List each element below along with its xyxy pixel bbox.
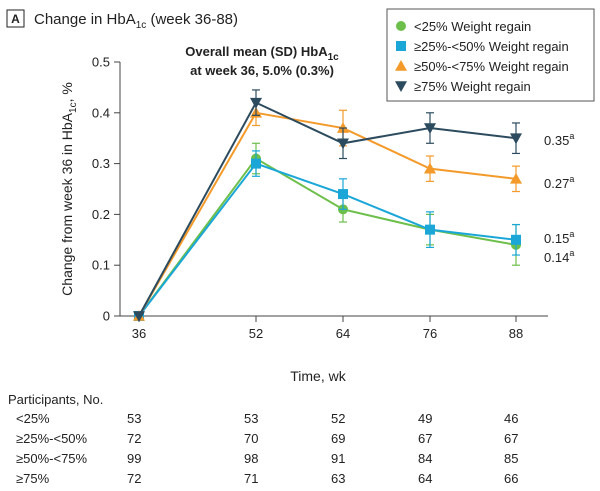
series-3 (133, 99, 522, 321)
legend-entry: ≥25%-<50% Weight regain (396, 39, 569, 54)
data-point (425, 224, 435, 235)
participants-count: 63 (331, 471, 345, 486)
x-tick-label: 76 (423, 326, 437, 341)
participants-count: 99 (127, 451, 141, 466)
legend-box (386, 8, 595, 102)
legend-label: <25% Weight regain (414, 19, 531, 34)
y-tick-label: 0 (103, 309, 110, 324)
participants-row-label: <25% (16, 411, 50, 426)
participants-title: Participants, No. (8, 392, 103, 407)
participants-row-label: ≥25%-<50% (16, 431, 88, 446)
legend-marker (396, 41, 406, 51)
participants-count: 91 (331, 451, 345, 466)
data-point (510, 133, 522, 145)
series-line (138, 157, 517, 317)
participants-count: 52 (331, 411, 345, 426)
participants-count: 98 (244, 451, 258, 466)
data-point (337, 138, 349, 150)
participants-row-label: ≥50%-<75% (16, 451, 88, 466)
legend-marker (396, 21, 406, 31)
participants-count: 66 (504, 471, 518, 486)
participants-count: 85 (504, 451, 518, 466)
participants-count: 69 (331, 431, 345, 446)
participants-count: 71 (244, 471, 258, 486)
participants-row-label: ≥75% (16, 471, 50, 486)
participants-row: <25% 53 53 52 49 46 (16, 411, 518, 426)
baseline-annotation: Overall mean (SD) HbA1c at week 36, 5.0%… (185, 44, 339, 78)
participants-row: ≥50%-<75% 99 98 91 84 85 (16, 451, 518, 466)
x-axis-title: Time, wk (290, 368, 346, 384)
end-value-label: 0.35a (544, 131, 574, 148)
data-point (133, 311, 145, 322)
data-point (251, 158, 261, 169)
legend-entry: ≥75% Weight regain (395, 79, 531, 94)
legend-label: ≥50%-<75% Weight regain (414, 59, 569, 74)
y-tick-label: 0.1 (92, 258, 110, 273)
data-point (250, 97, 262, 109)
y-tick-label: 0.5 (92, 55, 110, 70)
end-value-label: 0.14a (544, 248, 574, 265)
data-point (424, 162, 436, 174)
legend-label: ≥25%-<50% Weight regain (414, 39, 569, 54)
series-line (138, 101, 517, 317)
participants-count: 84 (418, 451, 432, 466)
y-axis-title: Change from week 36 in HbA1c, % (59, 82, 79, 296)
participants-count: 64 (418, 471, 432, 486)
legend: <25% Weight regain ≥25%-<50% Weight regai… (386, 8, 595, 102)
legend-entry: <25% Weight regain (396, 19, 531, 34)
series-1 (134, 142, 521, 321)
x-tick-label: 88 (509, 326, 523, 341)
series-2 (134, 150, 521, 321)
end-value-label: 0.15a (544, 229, 574, 246)
annotation-line-1: Overall mean (SD) HbA1c (185, 44, 339, 63)
end-value-label: 0.27a (544, 174, 574, 191)
legend-label: ≥75% Weight regain (414, 79, 531, 94)
y-tick-label: 0.3 (92, 156, 110, 171)
participants-count: 53 (127, 411, 141, 426)
y-tick-label: 0.2 (92, 207, 110, 222)
x-tick-label: 64 (336, 326, 350, 341)
participants-count: 70 (244, 431, 258, 446)
participants-count: 67 (418, 431, 432, 446)
panel-letter: A (11, 12, 20, 26)
data-point (510, 172, 522, 184)
participants-row: ≥25%-<50% 72 70 69 67 67 (16, 431, 518, 446)
participants-count: 72 (127, 471, 141, 486)
x-tick-label: 52 (249, 326, 263, 341)
data-point (511, 234, 521, 245)
participants-row: ≥75% 72 71 63 64 66 (16, 471, 518, 486)
annotation-line-2: at week 36, 5.0% (0.3%) (190, 63, 334, 78)
participants-count: 72 (127, 431, 141, 446)
x-tick-label: 36 (132, 326, 146, 341)
participants-count: 49 (418, 411, 432, 426)
panel-title: Change in HbA1c (week 36-88) (34, 11, 238, 31)
panel-header: A Change in HbA1c (week 36-88) (6, 9, 238, 31)
panel-letter-box (6, 9, 25, 28)
y-tick-label: 0.4 (92, 105, 110, 120)
participants-count: 46 (504, 411, 518, 426)
participants-count: 67 (504, 431, 518, 446)
data-point (424, 123, 436, 135)
legend-marker (395, 81, 407, 92)
data-point (338, 189, 348, 200)
participants-table: Participants, No. <25% 53 53 52 49 46 ≥25%-<50… (8, 392, 518, 486)
plot-area: 0 0.1 0.2 0.3 0.4 0.5 36 52 64 76 88 0.14a 0.15a 0.27… (92, 55, 574, 342)
legend-marker (395, 60, 407, 71)
series-4 (133, 89, 522, 322)
legend-entry: ≥50%-<75% Weight regain (395, 59, 569, 74)
participants-count: 53 (244, 411, 258, 426)
